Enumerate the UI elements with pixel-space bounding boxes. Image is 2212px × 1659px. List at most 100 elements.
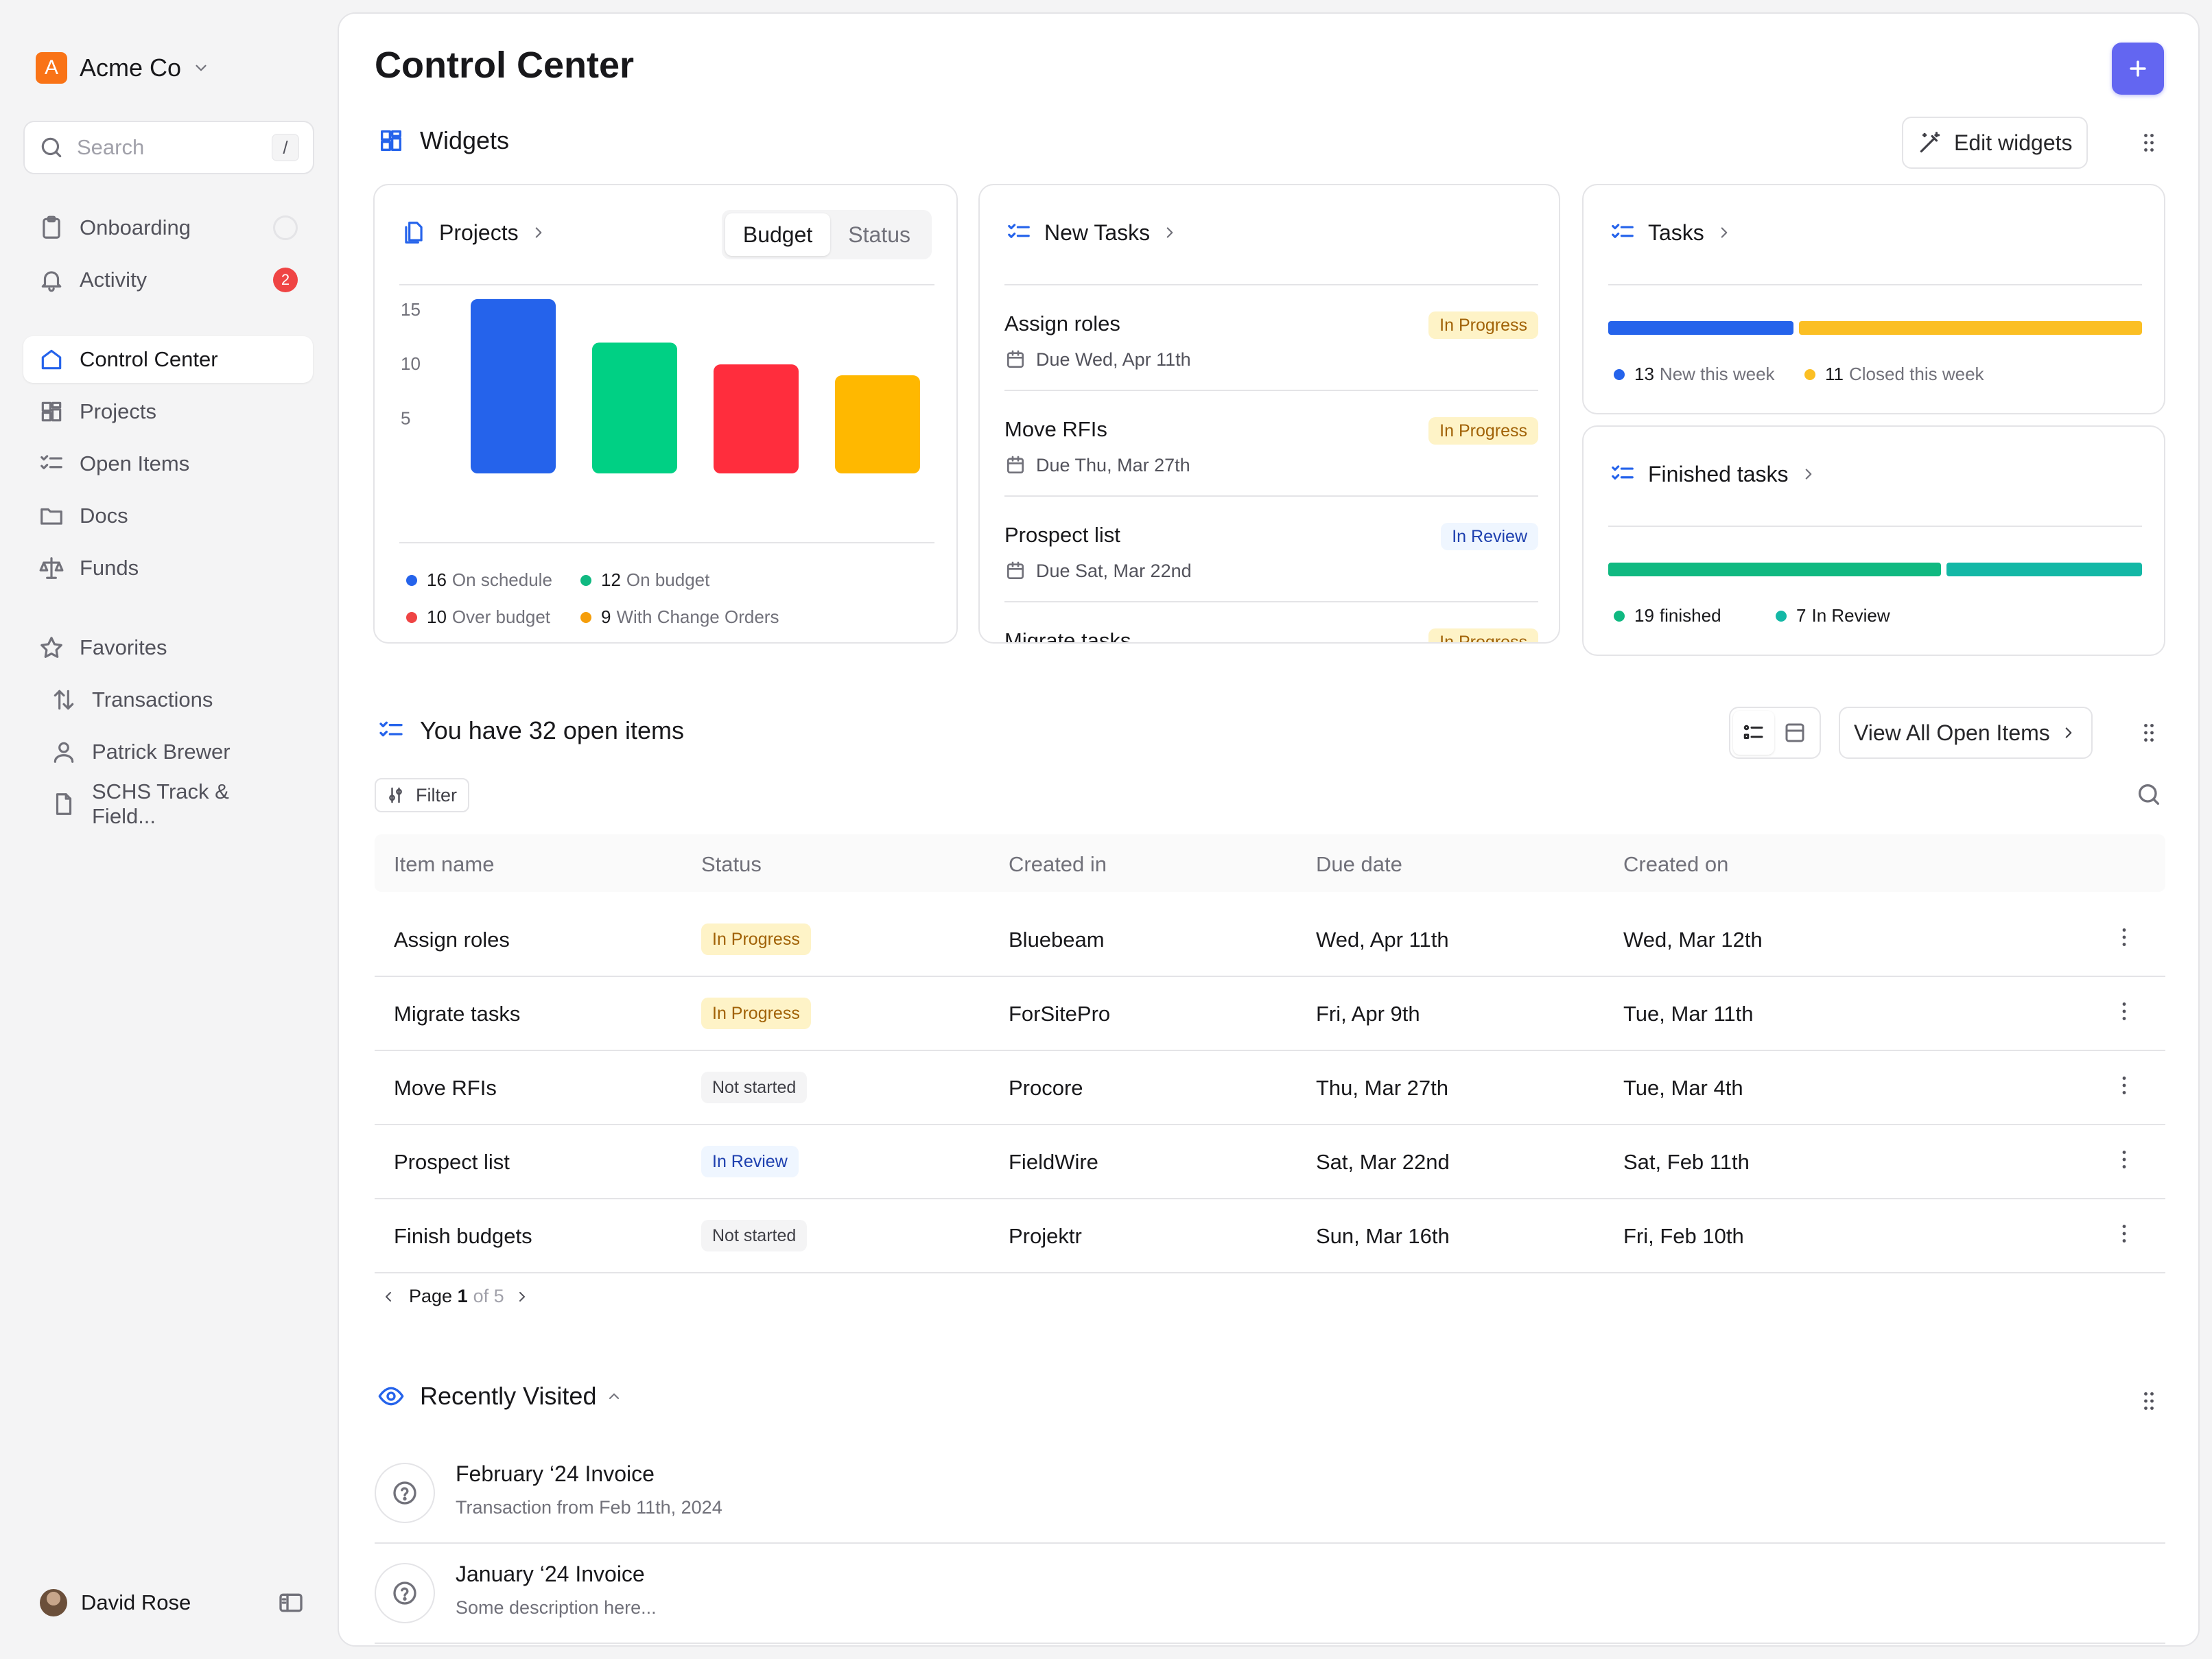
board-view-button[interactable] bbox=[1774, 711, 1815, 755]
add-button[interactable] bbox=[2112, 43, 2164, 95]
legend-over-budget: 10 Over budget bbox=[406, 607, 550, 628]
legend-label: On schedule bbox=[451, 569, 552, 590]
column-header[interactable]: Due date bbox=[1316, 852, 1402, 876]
table-row[interactable]: Prospect list In Review FieldWire Sat, M… bbox=[375, 1125, 2165, 1199]
task-due: Due Sat, Mar 22nd bbox=[1004, 560, 1538, 582]
edit-widgets-button[interactable]: Edit widgets bbox=[1902, 117, 2088, 169]
chevron-right-icon[interactable] bbox=[514, 1289, 530, 1305]
sidebar-toggle-icon[interactable] bbox=[277, 1589, 305, 1616]
column-header[interactable]: Status bbox=[701, 852, 762, 876]
search-input[interactable]: Search / bbox=[23, 121, 314, 174]
column-header[interactable]: Created on bbox=[1623, 852, 1729, 876]
sidebar-item-funds[interactable]: Funds bbox=[23, 545, 313, 591]
finished-tasks-widget-header[interactable]: Finished tasks bbox=[1610, 461, 1817, 487]
drag-handle-icon[interactable] bbox=[2137, 130, 2161, 155]
more-vertical-icon[interactable] bbox=[2112, 999, 2137, 1024]
cell-created-on: Wed, Mar 12th bbox=[1623, 928, 1763, 952]
task-due: Due Thu, Mar 27th bbox=[1004, 454, 1538, 476]
grid-icon bbox=[41, 401, 62, 422]
more-vertical-icon[interactable] bbox=[2112, 1147, 2137, 1172]
recently-visited-item[interactable]: January ‘24 Invoice Some description her… bbox=[375, 1544, 2165, 1644]
task-due-text: Due Wed, Apr 11th bbox=[1036, 349, 1191, 370]
recently-visited-item[interactable]: February ‘24 Invoice Transaction from Fe… bbox=[375, 1444, 2165, 1544]
status-badge: In Progress bbox=[1428, 417, 1538, 445]
bar-over-budget[interactable] bbox=[714, 364, 799, 473]
legend-dot bbox=[580, 611, 591, 623]
budget-bar-chart: 15 10 5 bbox=[401, 298, 920, 473]
bar-with-change-orders[interactable] bbox=[835, 375, 920, 473]
column-header[interactable]: Created in bbox=[1009, 852, 1107, 876]
more-vertical-icon[interactable] bbox=[2112, 1221, 2137, 1246]
divider bbox=[1608, 526, 2142, 527]
bar-on-budget[interactable] bbox=[592, 342, 677, 473]
table-row[interactable]: Migrate tasks In Progress ForSitePro Fri… bbox=[375, 977, 2165, 1051]
cell-created-on: Tue, Mar 11th bbox=[1623, 1002, 1754, 1026]
sidebar-item-control-center[interactable]: Control Center bbox=[23, 336, 313, 383]
sidebar-item-docs[interactable]: Docs bbox=[23, 493, 313, 539]
bar-on-schedule[interactable] bbox=[471, 298, 556, 473]
sidebar-item-label: Transactions bbox=[92, 687, 213, 711]
cell-item-name: Finish budgets bbox=[394, 1224, 532, 1248]
cell-item-name: Assign roles bbox=[394, 928, 510, 952]
tab-status[interactable]: Status bbox=[848, 222, 910, 247]
drag-handle-icon[interactable] bbox=[2137, 1389, 2161, 1413]
cell-item-name: Prospect list bbox=[394, 1150, 510, 1174]
sidebar-favorite-patrick-brewer[interactable]: Patrick Brewer bbox=[36, 729, 313, 775]
recently-visited-subtitle: Transaction from Feb 11th, 2024 bbox=[456, 1497, 722, 1518]
sidebar-item-projects[interactable]: Projects bbox=[23, 388, 313, 435]
legend-on-schedule: 16 On schedule bbox=[406, 569, 552, 591]
divider bbox=[1004, 601, 1538, 602]
table-row[interactable]: Assign roles In Progress Bluebeam Wed, A… bbox=[375, 903, 2165, 977]
divider bbox=[399, 284, 934, 285]
filter-button[interactable]: Filter bbox=[375, 778, 469, 812]
sidebar-favorite-transactions[interactable]: Transactions bbox=[36, 676, 313, 723]
filter-icon bbox=[389, 787, 402, 803]
more-vertical-icon[interactable] bbox=[2112, 925, 2137, 950]
chevron-right-icon bbox=[2065, 727, 2072, 738]
table-row[interactable]: Move RFIs Not started Procore Thu, Mar 2… bbox=[375, 1051, 2165, 1125]
sidebar-favorite-schs-track[interactable]: SCHS Track & Field... bbox=[36, 779, 313, 828]
new-tasks-widget-header[interactable]: New Tasks bbox=[1006, 220, 1179, 246]
list-view-button[interactable] bbox=[1733, 711, 1774, 755]
tasks-widget-header[interactable]: Tasks bbox=[1610, 220, 1733, 246]
home-icon bbox=[41, 349, 62, 370]
pagination-label: Page 1 of 5 bbox=[409, 1286, 504, 1307]
progress-ring bbox=[273, 215, 298, 240]
column-header[interactable]: Item name bbox=[394, 852, 495, 876]
projects-widget-header[interactable]: Projects bbox=[401, 220, 548, 246]
task-item[interactable]: Prospect list Due Sat, Mar 22nd In Revie… bbox=[1004, 523, 1538, 582]
legend-count: 16 bbox=[427, 569, 447, 590]
task-item[interactable]: Move RFIs Due Thu, Mar 27th In Progress bbox=[1004, 417, 1538, 476]
edit-widgets-label: Edit widgets bbox=[1954, 130, 2073, 155]
task-item[interactable]: Assign roles Due Wed, Apr 11th In Progre… bbox=[1004, 311, 1538, 370]
search-icon[interactable] bbox=[2135, 781, 2163, 808]
status-badge: Not started bbox=[701, 1072, 808, 1103]
legend-label: On budget bbox=[626, 569, 710, 590]
more-vertical-icon[interactable] bbox=[2112, 1073, 2137, 1098]
table-row[interactable]: Finish budgets Not started Projektr Sun,… bbox=[375, 1199, 2165, 1273]
sidebar-item-favorites[interactable]: Favorites bbox=[23, 624, 313, 671]
task-item[interactable]: Migrate tasks In Progress bbox=[1004, 628, 1538, 642]
cell-due-date: Sun, Mar 16th bbox=[1316, 1224, 1450, 1248]
status-badge: In Review bbox=[701, 1146, 799, 1177]
status-badge: Not started bbox=[701, 1220, 808, 1251]
widgets-header: Widgets bbox=[377, 126, 509, 155]
checklist-icon bbox=[1612, 224, 1634, 238]
cell-created-in: FieldWire bbox=[1009, 1150, 1098, 1174]
view-all-open-items-button[interactable]: View All Open Items bbox=[1839, 707, 2093, 759]
sidebar-item-open-items[interactable]: Open Items bbox=[23, 440, 313, 487]
cell-created-in: Bluebeam bbox=[1009, 928, 1105, 952]
tab-budget[interactable]: Budget bbox=[725, 213, 831, 256]
user-menu[interactable]: David Rose bbox=[40, 1589, 305, 1616]
sidebar-item-activity[interactable]: Activity 2 bbox=[23, 257, 313, 303]
search-icon bbox=[41, 137, 62, 158]
sidebar-item-onboarding[interactable]: Onboarding bbox=[23, 204, 313, 251]
sidebar-item-label: Open Items bbox=[80, 451, 190, 475]
new-tasks-title: New Tasks bbox=[1044, 220, 1151, 245]
org-switcher[interactable]: A Acme Co bbox=[36, 52, 210, 84]
recently-visited-header[interactable]: Recently Visited bbox=[377, 1382, 637, 1411]
closed-tasks-bar bbox=[1799, 321, 2142, 335]
drag-handle-icon[interactable] bbox=[2137, 720, 2161, 745]
y-tick-label: 10 bbox=[401, 353, 421, 374]
chevron-left-icon[interactable] bbox=[380, 1289, 397, 1305]
